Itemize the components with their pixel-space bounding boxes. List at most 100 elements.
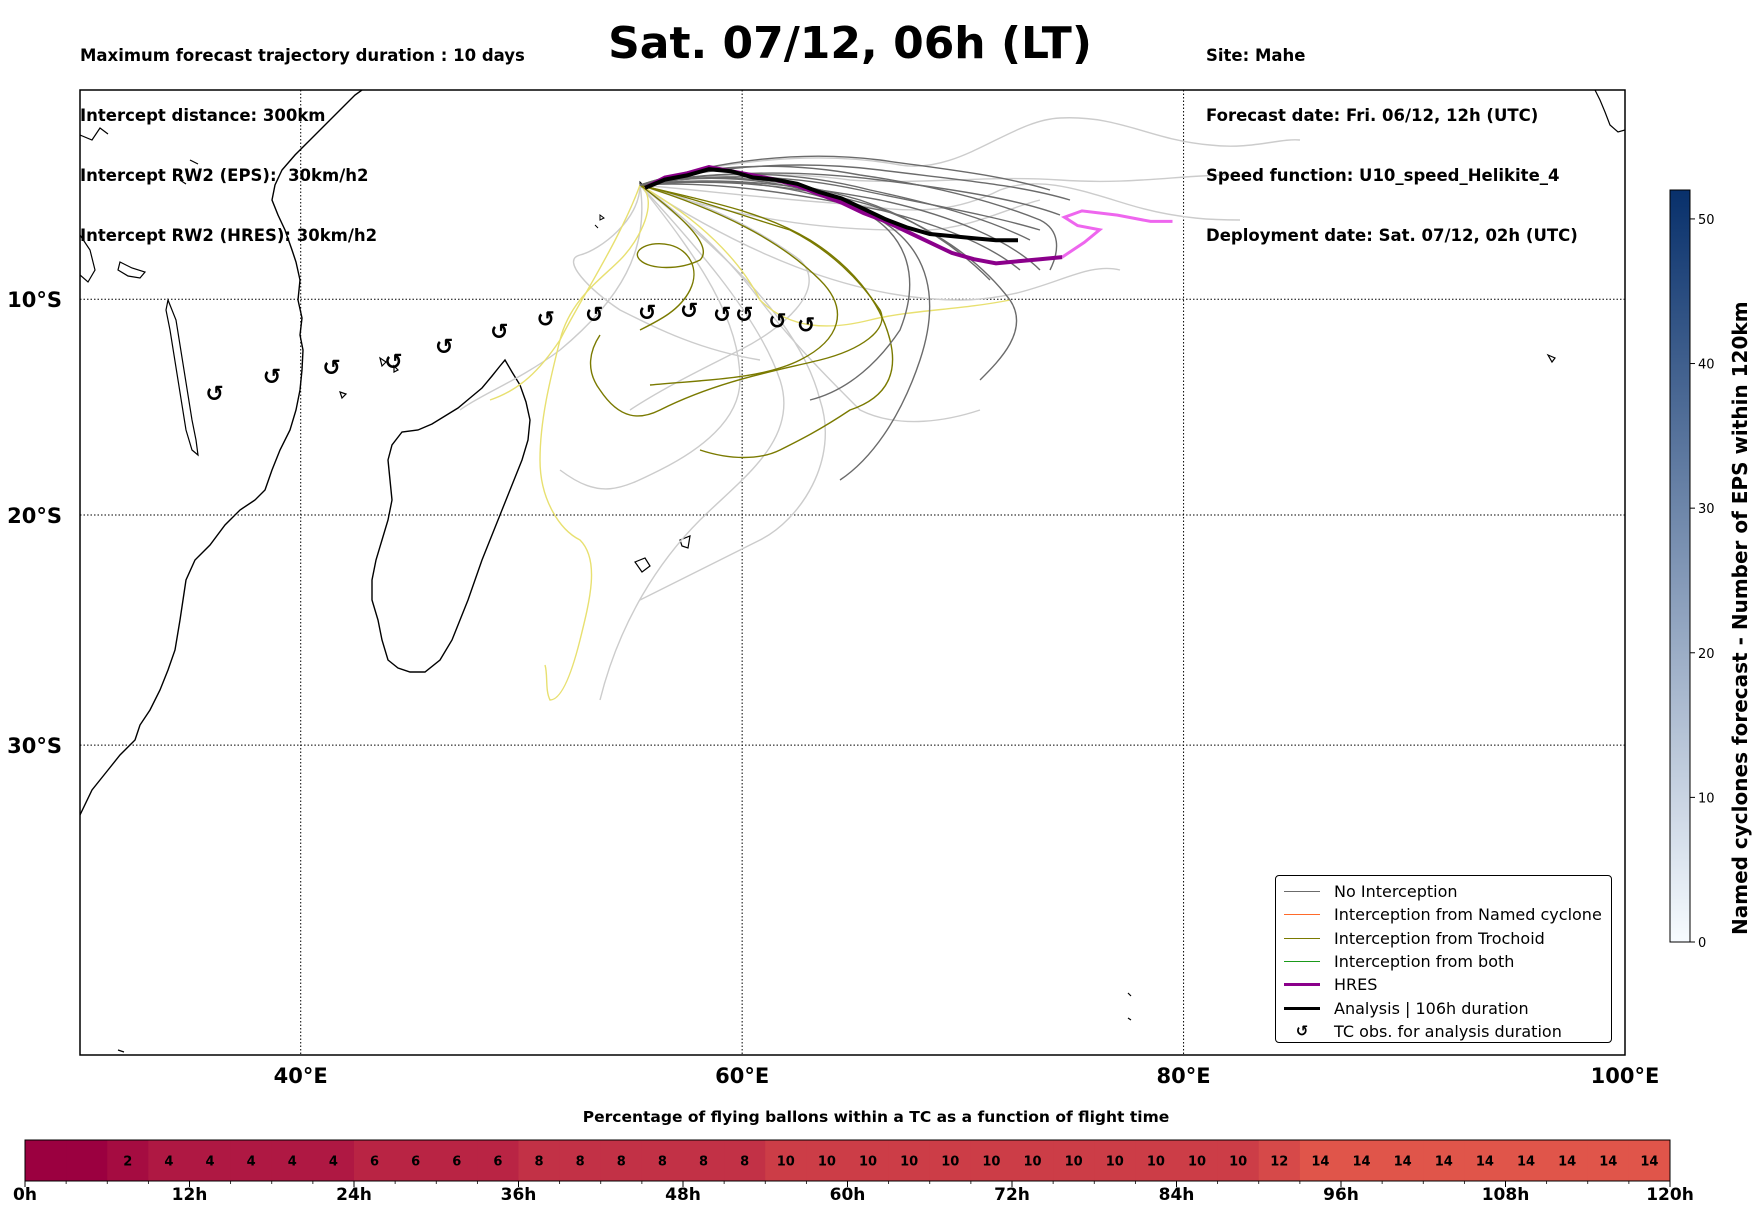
timeline-cell-value: 6 [370,1155,379,1170]
coastline-lake-2 [80,233,147,283]
tc-obs-icon: ↺ [713,303,731,328]
timeline-cell [148,1140,190,1181]
timeline-cell [888,1140,931,1181]
timeline-cell-value: 14 [1394,1155,1412,1170]
colorbar-tick-label: 40 [1698,358,1715,373]
timeline-cell [1382,1140,1424,1181]
timeline-tick-label: 60h [830,1185,866,1205]
page-title: Sat. 07/12, 06h (LT) [608,18,1092,69]
timeline-cell [683,1140,725,1181]
legend-label: Analysis | 106h duration [1334,998,1529,1018]
colorbar-tick-label: 50 [1698,213,1715,228]
timeline-title: Percentage of flying ballons within a TC… [582,1108,1170,1126]
olive-tracks [589,184,894,459]
coastline-comoros [339,356,400,400]
timeline-cell [1341,1140,1383,1181]
timeline-cell-value: 14 [1311,1155,1329,1170]
colorbar-tick-label: 0 [1698,936,1706,951]
timeline-cell-value: 4 [164,1155,173,1170]
tc-obs-icon: ↺ [490,320,508,345]
legend-entry: Analysis | 106h duration [1284,996,1605,1019]
colorbar-bar [1669,189,1691,943]
timeline-cell-value: 4 [206,1155,215,1170]
map: ↺↺ ↺ ↺↺↺↺ ↺ ↺ ↺ ↺ ↺ ↺ ↺ 40°E 60°E 80°E 100°E 10°S20°… [7,89,1660,1088]
lon-tick-label: 100°E [1591,1064,1660,1088]
timeline-cell [929,1140,972,1181]
tc-obs-icon: ↺ [536,307,554,332]
lat-tick-label: 30°S [7,734,62,758]
legend-label: Interception from both [1334,952,1515,972]
timeline-cell [436,1140,478,1181]
timeline-cell [1258,1140,1301,1181]
timeline-cell [1423,1140,1465,1181]
timeline-cell [1587,1140,1630,1181]
tc-obs-icon: ↺ [263,365,281,390]
lon-tick-label: 80°E [1157,1064,1211,1088]
tc-obs-icon: ↺ [435,335,453,360]
timeline-cell [66,1140,108,1181]
header-right-line-1: Site: Mahe [1206,46,1306,65]
timeline-cell-value: 14 [1558,1155,1576,1170]
timeline-cell [230,1140,273,1181]
header-right-line-3: Speed function: U10_speed_Helikite_4 [1206,166,1560,185]
timeline-tick-label: 36h [501,1185,537,1205]
timeline-cell [312,1140,355,1181]
tc-obs-icon: ↺ [797,314,815,339]
timeline-cell-value: 14 [1435,1155,1453,1170]
lat-tick-label: 20°S [7,504,62,528]
timeline-cell-value: 10 [777,1155,795,1170]
timeline-bar: 2 4 4 4 4 4 6 6 6 6 8 8 8 8 8 8 10 10 10 10 10 10 10 10 10 10 10 10… [13,1139,1694,1205]
lon-tick-label: 60°E [715,1064,769,1088]
timeline-cell-value: 14 [1353,1155,1371,1170]
timeline-cell [1217,1140,1260,1181]
timeline-cell-value: 10 [818,1155,836,1170]
timeline-cell-value: 8 [535,1155,544,1170]
colorbar-tick-label: 10 [1698,791,1715,806]
timeline-cell [1176,1140,1219,1181]
timeline-tick-label: 84h [1159,1185,1195,1205]
legend-swatch [1284,983,1320,987]
timeline-tick-label: 120h [1646,1185,1694,1205]
legend-label: TC obs. for analysis duration [1334,1021,1562,1041]
timeline-cell-value: 14 [1599,1155,1617,1170]
timeline-cell-value: 8 [740,1155,749,1170]
timeline-cell-value: 6 [493,1155,502,1170]
longitude-labels: 40°E 60°E 80°E 100°E [274,1064,1660,1088]
timeline-cell [847,1140,890,1181]
timeline-cell-value: 12 [1270,1155,1288,1170]
timeline-tick-label: 48h [665,1185,701,1205]
legend-entry: No Interception [1284,880,1605,903]
legend-label: No Interception [1334,882,1458,902]
lat-tick-label: 10°S [7,288,62,312]
timeline-cell [107,1140,149,1181]
colorbar-tick-label: 20 [1698,647,1715,662]
legend: No Interception Interception from Named c… [1275,875,1612,1043]
timeline-cell [395,1140,437,1181]
timeline-cell-value: 4 [288,1155,297,1170]
ensemble-tracks [459,117,1301,701]
timeline-cell [1505,1140,1548,1181]
timeline-cell-value: 10 [1024,1155,1042,1170]
timeline-cell [970,1140,1013,1181]
timeline-cell [559,1140,602,1181]
timeline-cell-value: 8 [617,1155,626,1170]
coastline-mascarenes [634,535,691,573]
legend-entry: HRES [1284,973,1605,996]
colorbar-label: Named cyclones forecast - Number of EPS … [1728,301,1752,935]
timeline-cell [1135,1140,1177,1181]
tc-obs-icon: ↺ [585,303,603,328]
tc-obs-icon: ↺ [768,309,786,334]
tc-obs-icon: ↺ [384,350,402,375]
timeline-tick-label: 96h [1323,1185,1359,1205]
timeline-cell [1012,1140,1054,1181]
timeline-cell [724,1140,766,1181]
timeline-cell [1094,1140,1136,1181]
timeline-cell-value: 14 [1640,1155,1658,1170]
header-left-line-1: Maximum forecast trajectory duration : 1… [80,46,525,65]
timeline-ticks: 0h 12h 24h 36h 48h 60h 72h 84h 96h 108h 120h [13,1181,1694,1205]
header-right-line-4: Deployment date: Sat. 07/12, 02h (UTC) [1206,226,1578,245]
header-right: Site: Mahe Forecast date: Fri. 06/12, 12… [1206,6,1578,266]
legend-label: Interception from Trochoid [1334,928,1545,948]
legend-swatch [1284,1006,1320,1010]
